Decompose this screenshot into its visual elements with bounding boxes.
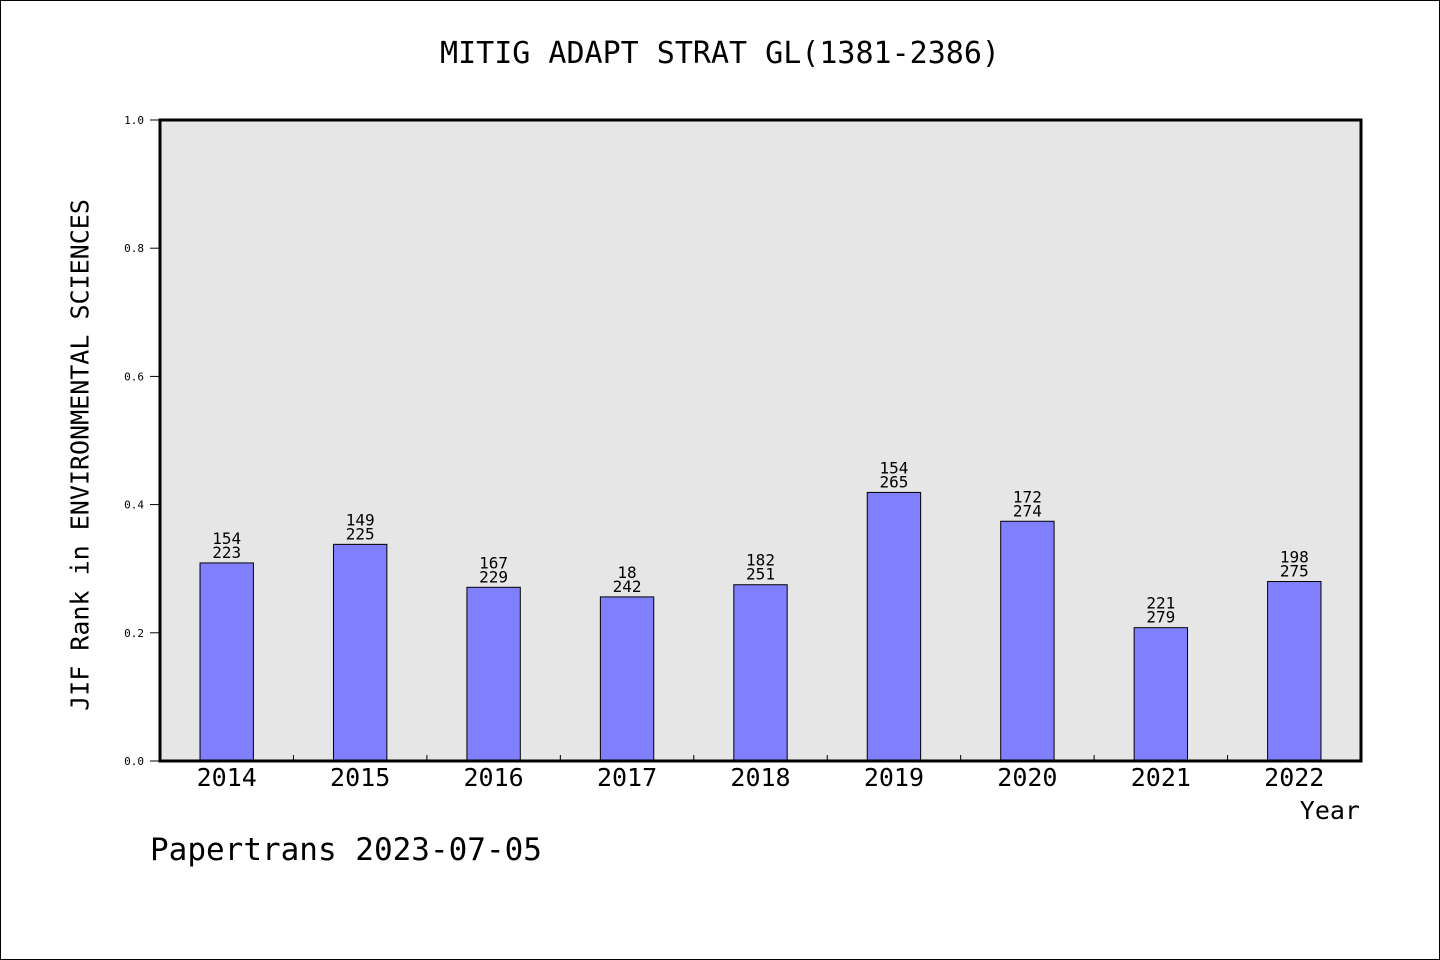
bar-label-total: 223 <box>212 543 241 562</box>
bar <box>1000 520 1055 762</box>
bar-label-total: 275 <box>1280 562 1309 581</box>
plot-border <box>158 118 1363 763</box>
bar-label-total: 242 <box>613 577 642 596</box>
y-tick-label: 0.8 <box>124 242 144 255</box>
x-tick-label: 2015 <box>330 763 390 792</box>
y-tick-label: 0.4 <box>124 499 144 512</box>
footer-text: Papertrans 2023-07-05 <box>150 832 542 868</box>
bar <box>866 491 922 762</box>
y-tick-label: 0.0 <box>124 755 144 768</box>
x-tick-label: 2019 <box>864 763 924 792</box>
bar-label-total: 229 <box>479 567 508 586</box>
x-axis-label: Year <box>1299 796 1360 825</box>
bar-label-total: 279 <box>1146 608 1175 627</box>
bar-label-total: 274 <box>1013 501 1042 520</box>
bar <box>466 586 521 762</box>
bar <box>1267 581 1322 762</box>
bar-label-rank: 149 <box>346 510 375 529</box>
x-tick-label: 2022 <box>1264 763 1324 792</box>
bar-label-rank: 172 <box>1013 487 1042 506</box>
bar-label-rank: 167 <box>479 553 508 572</box>
x-axis: 2014 2015 2016 2017 2018 2019 2020 2021 2022 <box>197 755 1324 792</box>
bar-label-rank: 18 <box>617 563 636 582</box>
bar-label-rank: 221 <box>1146 594 1175 613</box>
bar <box>199 562 254 762</box>
x-tick-label: 2018 <box>730 763 790 792</box>
bar <box>1133 627 1189 762</box>
y-axis-label: JIF Rank in ENVIRONMENTAL SCIENCES <box>65 199 95 711</box>
y-tick-label: 0.6 <box>124 370 144 383</box>
bar-label-total: 225 <box>346 524 375 543</box>
x-tick-label: 2021 <box>1131 763 1191 792</box>
y-tick-label: 0.2 <box>124 627 144 640</box>
x-tick-label: 2014 <box>197 763 257 792</box>
bar <box>332 543 388 762</box>
y-axis: 0.0 0.2 0.4 0.6 0.8 1.0 <box>124 114 160 768</box>
bar-label-rank: 182 <box>746 551 775 570</box>
chart-title: MITIG ADAPT STRAT GL(1381-2386) <box>440 36 1000 71</box>
bar-label-rank: 154 <box>212 529 241 548</box>
x-tick-label: 2016 <box>464 763 524 792</box>
bars <box>199 491 1322 762</box>
bar-label-rank: 154 <box>879 458 908 477</box>
x-tick-label: 2017 <box>597 763 657 792</box>
bar-label-total: 265 <box>879 472 908 491</box>
bar-label-rank: 198 <box>1280 548 1309 567</box>
bar <box>599 596 655 762</box>
y-tick-label: 1.0 <box>124 114 144 127</box>
x-tick-label: 2020 <box>997 763 1057 792</box>
bar-label-total: 251 <box>746 565 775 584</box>
bar <box>733 584 788 762</box>
